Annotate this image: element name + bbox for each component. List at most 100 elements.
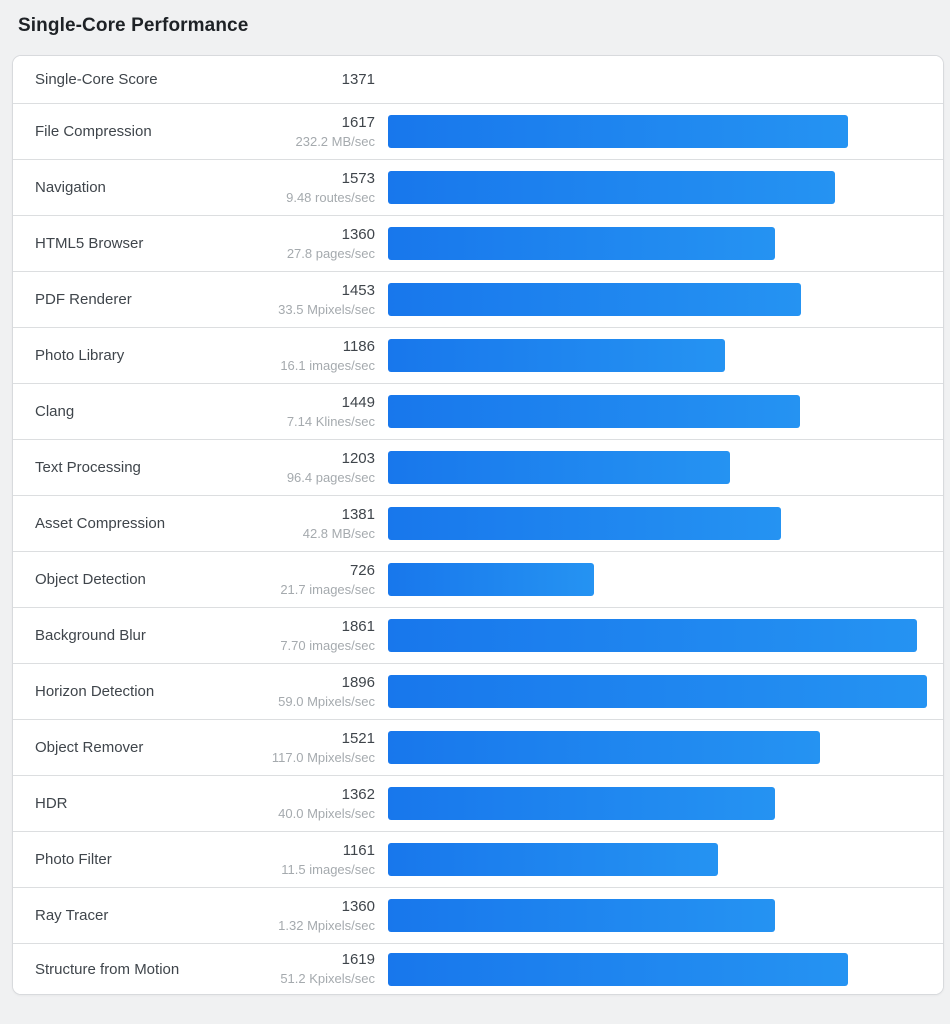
score-bar xyxy=(388,227,775,260)
workload-score: 1161 xyxy=(342,841,375,859)
bar-track xyxy=(388,899,927,932)
workload-throughput: 51.2 Kpixels/sec xyxy=(280,971,375,987)
summary-score: 1371 xyxy=(341,70,375,88)
benchmark-row: Clang 1449 7.14 Klines/sec xyxy=(13,383,943,439)
score-bar xyxy=(388,675,927,708)
score-bar xyxy=(388,339,726,372)
score-column: 1360 1.32 Mpixels/sec xyxy=(235,898,375,934)
workload-score: 1203 xyxy=(341,449,375,467)
score-column: 1617 232.2 MB/sec xyxy=(235,113,376,150)
workload-name: Clang xyxy=(35,403,75,420)
bar-track xyxy=(388,283,927,316)
workload-score: 1186 xyxy=(342,337,375,355)
workload-score: 1573 xyxy=(341,169,375,187)
score-column: 1449 7.14 Klines/sec xyxy=(235,394,375,430)
benchmark-row: Photo Library 1186 16.1 images/sec xyxy=(13,327,943,383)
workload-throughput: 59.0 Mpixels/sec xyxy=(278,693,375,709)
bar-track xyxy=(388,843,927,876)
score-bar xyxy=(388,731,821,764)
workload-name: PDF Renderer xyxy=(35,291,132,308)
workload-name: Photo Filter xyxy=(35,851,112,868)
benchmark-row: Object Detection 726 21.7 images/sec xyxy=(13,551,943,607)
score-bar xyxy=(388,619,918,652)
workload-score: 1861 xyxy=(341,617,375,635)
bar-track xyxy=(388,619,927,652)
workload-score: 1381 xyxy=(341,505,375,523)
score-bar xyxy=(388,952,849,986)
workload-score: 1453 xyxy=(341,281,375,299)
page-title: Single-Core Performance xyxy=(18,15,249,36)
workload-name: Photo Library xyxy=(35,347,125,364)
summary-bar-track xyxy=(388,63,927,96)
score-column: 1381 42.8 MB/sec xyxy=(235,506,375,542)
benchmark-row: Ray Tracer 1360 1.32 Mpixels/sec xyxy=(13,887,943,943)
benchmark-row: Horizon Detection 1896 59.0 Mpixels/sec xyxy=(13,663,943,719)
workload-name: Ray Tracer xyxy=(35,907,109,924)
bar-track xyxy=(388,451,927,484)
bar-track xyxy=(388,171,927,204)
score-column: 1360 27.8 pages/sec xyxy=(235,226,375,262)
workload-score: 726 xyxy=(349,561,375,579)
workload-throughput: 7.14 Klines/sec xyxy=(286,413,375,429)
score-bar xyxy=(388,283,802,316)
workload-name: HTML5 Browser xyxy=(35,235,144,252)
workload-throughput: 117.0 Mpixels/sec xyxy=(271,749,375,765)
score-bar xyxy=(388,563,595,596)
summary-score-column: 1371 xyxy=(235,71,375,89)
benchmark-row: PDF Renderer 1453 33.5 Mpixels/sec xyxy=(13,271,943,327)
bar-track xyxy=(388,787,927,820)
benchmark-row: File Compression 1617 232.2 MB/sec xyxy=(13,103,943,159)
workload-score: 1617 xyxy=(341,113,375,131)
workload-throughput: 1.32 Mpixels/sec xyxy=(278,917,375,933)
workload-name: File Compression xyxy=(35,123,152,140)
score-bar xyxy=(388,843,719,876)
benchmark-row: Object Remover 1521 117.0 Mpixels/sec xyxy=(13,719,943,775)
benchmark-row: Background Blur 1861 7.70 images/sec xyxy=(13,607,943,663)
benchmark-row: Navigation 1573 9.48 routes/sec xyxy=(13,159,943,215)
workload-throughput: 16.1 images/sec xyxy=(280,357,375,373)
workload-score: 1360 xyxy=(341,897,375,915)
score-bar xyxy=(388,507,781,540)
score-column: 1896 59.0 Mpixels/sec xyxy=(235,674,375,710)
score-column: 1362 40.0 Mpixels/sec xyxy=(235,786,375,822)
benchmark-row: Photo Filter 1161 11.5 images/sec xyxy=(13,831,943,887)
workload-throughput: 11.5 images/sec xyxy=(281,861,375,877)
score-bar xyxy=(388,395,800,428)
workload-name: Asset Compression xyxy=(35,515,166,532)
bar-track xyxy=(388,395,927,428)
score-bar xyxy=(388,451,730,484)
workload-throughput: 96.4 pages/sec xyxy=(286,469,375,485)
score-column: 1161 11.5 images/sec xyxy=(235,842,375,878)
workload-name: Navigation xyxy=(35,179,106,196)
bar-track xyxy=(388,675,927,708)
workload-rows-container: File Compression 1617 232.2 MB/sec Navigati… xyxy=(13,103,943,994)
score-column: 726 21.7 images/sec xyxy=(235,562,375,598)
workload-score: 1362 xyxy=(341,785,375,803)
benchmark-results-card: Single-Core Score 1371 File Compression 1… xyxy=(12,55,944,995)
workload-throughput: 33.5 Mpixels/sec xyxy=(278,301,375,317)
benchmark-row: HTML5 Browser 1360 27.8 pages/sec xyxy=(13,215,943,271)
workload-score: 1619 xyxy=(341,951,375,969)
benchmark-row: Structure from Motion 1619 51.2 Kpixels/se… xyxy=(13,943,943,994)
workload-name: Text Processing xyxy=(35,459,141,476)
benchmark-row: HDR 1362 40.0 Mpixels/sec xyxy=(13,775,943,831)
bar-track xyxy=(388,507,927,540)
score-column: 1521 117.0 Mpixels/sec xyxy=(235,730,375,766)
summary-row: Single-Core Score 1371 xyxy=(13,56,943,103)
score-bar xyxy=(388,115,848,148)
bar-track xyxy=(388,563,927,596)
score-bar xyxy=(388,171,836,204)
workload-throughput: 21.7 images/sec xyxy=(280,581,375,597)
workload-throughput: 7.70 images/sec xyxy=(280,637,375,653)
workload-name: Object Detection xyxy=(35,571,146,588)
score-column: 1619 51.2 Kpixels/sec xyxy=(235,951,375,987)
workload-score: 1360 xyxy=(341,225,375,243)
bar-track xyxy=(388,339,927,372)
workload-score: 1521 xyxy=(341,729,375,747)
workload-name: HDR xyxy=(35,795,68,812)
bar-track xyxy=(388,227,927,260)
score-column: 1186 16.1 images/sec xyxy=(235,338,375,374)
workload-score: 1449 xyxy=(341,393,375,411)
workload-score: 1896 xyxy=(341,673,375,691)
workload-name: Horizon Detection xyxy=(35,683,155,700)
